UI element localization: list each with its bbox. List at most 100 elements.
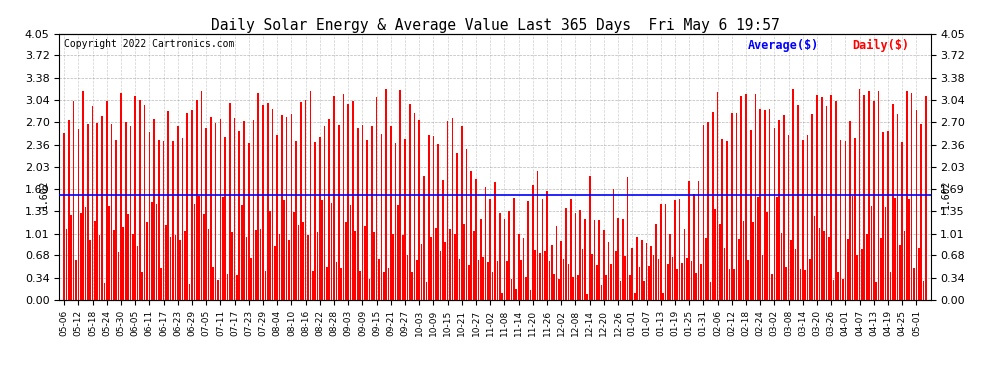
Bar — [307, 235, 309, 300]
Bar — [516, 289, 517, 300]
Bar — [198, 196, 200, 300]
Bar — [302, 222, 304, 300]
Bar — [250, 258, 252, 300]
Bar — [548, 261, 550, 300]
Bar — [766, 211, 768, 300]
Bar — [669, 234, 671, 300]
Bar — [648, 266, 649, 300]
Bar — [824, 231, 825, 300]
Text: 1.602: 1.602 — [941, 180, 951, 209]
Bar — [395, 143, 396, 300]
Bar — [310, 91, 311, 300]
Bar — [785, 267, 787, 300]
Bar — [741, 96, 742, 300]
Bar — [778, 120, 780, 300]
Bar — [804, 270, 806, 300]
Bar — [836, 101, 837, 300]
Bar — [664, 204, 666, 300]
Bar — [700, 264, 702, 300]
Bar — [838, 272, 840, 300]
Bar — [887, 131, 889, 300]
Bar — [314, 142, 316, 300]
Bar — [497, 261, 498, 300]
Bar — [99, 235, 100, 300]
Bar — [341, 268, 342, 300]
Bar — [189, 284, 190, 300]
Bar — [210, 117, 212, 300]
Bar — [349, 205, 351, 300]
Bar — [428, 135, 430, 300]
Bar — [300, 102, 302, 300]
Bar — [213, 267, 214, 300]
Bar — [800, 269, 801, 300]
Bar — [201, 91, 202, 300]
Bar — [487, 262, 489, 300]
Bar — [870, 206, 872, 300]
Bar — [317, 232, 318, 300]
Bar — [234, 118, 236, 300]
Bar — [546, 191, 547, 300]
Bar — [899, 245, 901, 300]
Bar — [334, 96, 335, 300]
Bar — [416, 260, 418, 300]
Bar — [390, 126, 392, 300]
Bar — [880, 238, 882, 300]
Bar — [162, 141, 164, 300]
Bar — [449, 229, 450, 300]
Text: Average($): Average($) — [747, 39, 819, 52]
Text: 1.602: 1.602 — [39, 180, 49, 209]
Bar — [688, 181, 690, 300]
Bar — [913, 268, 915, 300]
Bar — [916, 110, 917, 300]
Bar — [795, 249, 797, 300]
Bar — [492, 272, 493, 300]
Bar — [446, 122, 448, 300]
Bar — [695, 273, 697, 300]
Bar — [727, 141, 728, 300]
Bar — [248, 143, 249, 300]
Bar — [378, 259, 380, 300]
Bar — [160, 268, 162, 300]
Bar — [921, 124, 922, 300]
Bar — [259, 229, 261, 300]
Bar — [150, 202, 152, 300]
Bar — [710, 282, 711, 300]
Bar — [747, 260, 749, 300]
Bar — [882, 132, 884, 300]
Bar — [565, 208, 567, 300]
Bar — [468, 265, 470, 300]
Bar — [754, 94, 756, 300]
Bar — [693, 194, 695, 300]
Bar — [574, 213, 576, 300]
Bar — [662, 293, 664, 300]
Bar — [551, 244, 552, 300]
Bar — [220, 119, 221, 300]
Bar — [80, 213, 81, 300]
Bar — [295, 141, 297, 300]
Bar — [338, 124, 340, 300]
Bar — [361, 125, 363, 300]
Bar — [615, 251, 617, 300]
Bar — [833, 280, 835, 300]
Bar — [326, 267, 328, 300]
Bar — [738, 239, 740, 300]
Bar — [518, 234, 520, 300]
Bar — [504, 219, 505, 300]
Bar — [676, 269, 678, 300]
Bar — [525, 278, 527, 300]
Bar — [470, 171, 472, 300]
Bar — [118, 252, 120, 300]
Bar — [404, 139, 406, 300]
Bar — [849, 122, 851, 300]
Bar — [438, 144, 439, 300]
Bar — [203, 214, 205, 300]
Bar — [840, 140, 842, 300]
Bar — [589, 176, 590, 300]
Bar — [598, 220, 600, 300]
Bar — [380, 134, 382, 300]
Bar — [267, 103, 268, 300]
Bar — [540, 254, 541, 300]
Bar — [215, 123, 217, 300]
Bar — [742, 220, 744, 300]
Bar — [509, 211, 510, 300]
